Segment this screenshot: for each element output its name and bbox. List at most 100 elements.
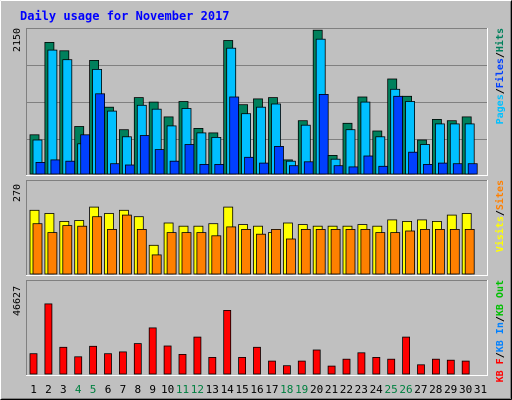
bar-pages-day-8 [139,135,150,175]
x-tick-label-23: 23 [355,383,368,396]
x-tick-label-14: 14 [221,383,235,396]
x-tick-label-15: 15 [235,383,248,396]
bar-sites-day-4 [77,225,88,275]
bar-pages-day-14 [229,96,240,175]
bar-sites-day-9 [151,254,162,275]
x-tick-label-26: 26 [399,383,412,396]
x-tick-label-24: 24 [370,383,384,396]
bar-kb-f-day-29 [446,359,455,375]
x-tick-label-17: 17 [265,383,278,396]
bar-pages-day-30 [467,163,478,175]
bar-sites-day-23 [360,228,371,275]
x-tick-label-20: 20 [310,383,323,396]
bar-pages-day-2 [50,159,61,175]
bar-kb-f-day-17 [268,360,276,375]
legend-bottom-item-3: / [495,316,506,322]
bar-kb-f-day-13 [208,356,217,375]
x-tick-label-28: 28 [429,383,442,396]
bar-sites-day-12 [196,232,207,275]
bar-kb-f-day-15 [238,356,247,375]
bar-sites-day-26 [405,230,416,275]
bar-sites-day-17 [271,228,281,275]
x-tick-label-5: 5 [90,383,97,396]
x-tick-label-31: 31 [474,383,487,396]
scale-label-bottom: 46627 [12,286,23,316]
bar-sites-day-21 [330,228,341,275]
legend-middle-item-1: / [495,210,506,216]
x-tick-label-7: 7 [120,383,127,396]
legend-middle: Visits/Sites [494,180,506,252]
bar-sites-day-7 [122,214,132,275]
legend-bottom-item-1: / [495,352,506,358]
bar-sites-day-6 [107,228,117,275]
bar-files-day-2 [47,49,58,175]
x-tick-label-3: 3 [60,383,67,396]
bar-sites-day-5 [92,216,102,275]
bar-sites-day-8 [136,228,147,275]
x-tick-label-10: 10 [161,383,174,396]
bar-sites-day-10 [166,232,177,275]
bar-pages-day-23 [363,155,374,175]
legend-middle-item-0: Visits [494,216,506,252]
bar-kb-f-day-27 [417,364,425,375]
bar-sites-day-25 [390,232,401,275]
x-tick-label-30: 30 [459,383,472,396]
bar-kb-f-day-28 [431,358,440,375]
bar-kb-f-day-20 [312,349,321,375]
bar-kb-f-day-2 [44,303,53,375]
x-tick-label-2: 2 [45,383,52,396]
x-tick-label-27: 27 [414,383,427,396]
legend-top: Pages/Files/Hits [494,28,506,124]
x-tick-label-8: 8 [134,383,141,396]
bar-sites-day-1 [32,223,43,275]
bar-kb-f-day-4 [74,356,83,375]
bar-kb-f-day-18 [282,365,291,375]
legend-top-item-3: / [495,52,506,58]
bar-pages-day-29 [452,163,463,175]
bar-pages-day-10 [169,160,180,175]
bar-sites-day-3 [62,225,73,275]
bar-sites-day-2 [47,232,58,275]
x-tick-label-13: 13 [206,383,219,396]
bar-kb-f-day-25 [387,358,396,375]
bar-pages-day-1 [35,161,46,175]
bar-pages-day-19 [303,161,314,175]
x-tick-label-4: 4 [75,383,82,396]
legend-top-item-1: / [495,88,506,94]
legend-middle-item-2: Sites [494,180,506,210]
bar-pages-day-20 [318,94,329,175]
x-tick-label-6: 6 [105,383,112,396]
bar-kb-f-day-10 [163,345,172,375]
bar-sites-day-18 [285,238,296,275]
bar-sites-day-30 [464,228,475,275]
bar-files-day-3 [62,59,73,175]
bar-sites-day-16 [256,233,266,275]
bar-kb-f-day-14 [223,309,232,375]
bar-pages-day-22 [348,166,359,175]
bar-sites-day-27 [420,228,430,275]
bar-kb-f-day-21 [327,365,336,375]
bar-pages-day-25 [393,95,404,175]
bar-sites-day-28 [434,228,445,275]
bar-kb-f-day-6 [104,353,112,375]
bar-pages-day-7 [125,164,135,175]
x-tick-label-12: 12 [191,383,204,396]
x-tick-label-1: 1 [30,383,37,396]
bar-sites-day-15 [241,228,252,275]
bar-kb-f-day-23 [357,352,366,375]
bar-kb-f-day-8 [133,343,142,375]
bar-kb-f-day-26 [402,336,411,375]
bar-kb-f-day-11 [178,353,187,375]
bar-pages-day-6 [110,163,120,175]
bar-kb-f-day-7 [119,351,127,375]
bar-sites-day-13 [211,235,222,275]
bar-pages-day-27 [423,163,433,175]
legend-bottom-item-0: KB F [495,358,506,382]
bar-sites-day-11 [181,232,192,275]
bar-pages-day-18 [288,165,299,175]
bar-pages-day-5 [95,93,105,175]
bar-pages-day-3 [65,160,76,175]
bar-kb-f-day-24 [372,356,381,375]
